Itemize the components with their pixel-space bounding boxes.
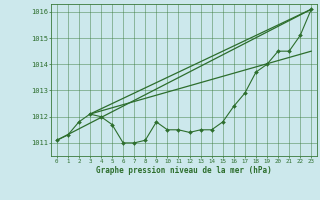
X-axis label: Graphe pression niveau de la mer (hPa): Graphe pression niveau de la mer (hPa) — [96, 166, 272, 175]
